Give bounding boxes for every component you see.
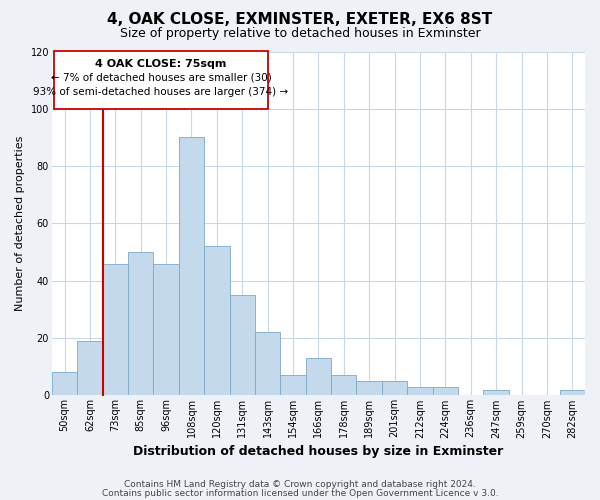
Bar bbox=[331, 376, 356, 396]
Bar bbox=[204, 246, 230, 396]
Bar bbox=[407, 387, 433, 396]
Bar bbox=[52, 372, 77, 396]
Bar bbox=[255, 332, 280, 396]
Bar bbox=[280, 376, 306, 396]
Bar bbox=[382, 381, 407, 396]
Bar bbox=[484, 390, 509, 396]
Bar bbox=[560, 390, 585, 396]
Bar bbox=[154, 264, 179, 396]
Text: 4, OAK CLOSE, EXMINSTER, EXETER, EX6 8ST: 4, OAK CLOSE, EXMINSTER, EXETER, EX6 8ST bbox=[107, 12, 493, 28]
X-axis label: Distribution of detached houses by size in Exminster: Distribution of detached houses by size … bbox=[133, 444, 503, 458]
Text: Contains public sector information licensed under the Open Government Licence v : Contains public sector information licen… bbox=[101, 489, 499, 498]
Bar bbox=[230, 295, 255, 396]
Bar bbox=[128, 252, 154, 396]
Bar bbox=[103, 264, 128, 396]
Text: Contains HM Land Registry data © Crown copyright and database right 2024.: Contains HM Land Registry data © Crown c… bbox=[124, 480, 476, 489]
Bar bbox=[55, 52, 268, 109]
Text: 4 OAK CLOSE: 75sqm: 4 OAK CLOSE: 75sqm bbox=[95, 58, 227, 68]
Text: Size of property relative to detached houses in Exminster: Size of property relative to detached ho… bbox=[119, 28, 481, 40]
Bar bbox=[433, 387, 458, 396]
Text: 93% of semi-detached houses are larger (374) →: 93% of semi-detached houses are larger (… bbox=[34, 88, 289, 98]
Bar bbox=[356, 381, 382, 396]
Bar bbox=[306, 358, 331, 396]
Y-axis label: Number of detached properties: Number of detached properties bbox=[15, 136, 25, 311]
Bar bbox=[77, 341, 103, 396]
Text: ← 7% of detached houses are smaller (30): ← 7% of detached houses are smaller (30) bbox=[50, 73, 271, 83]
Bar bbox=[179, 138, 204, 396]
